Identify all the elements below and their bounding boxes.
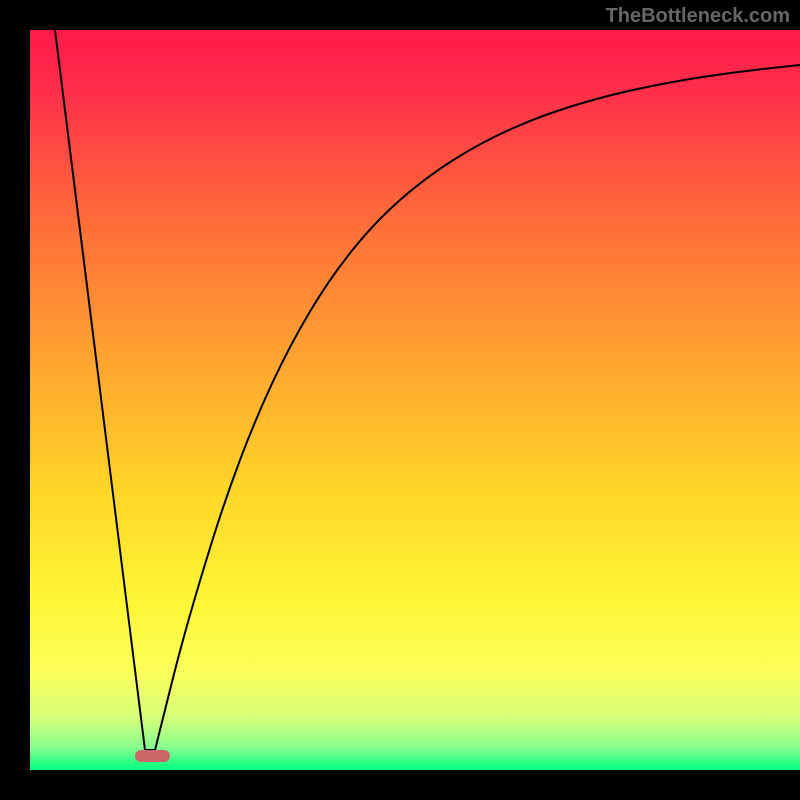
chart-area (30, 30, 800, 770)
bottleneck-curve (30, 30, 800, 770)
valley-marker (135, 750, 170, 762)
watermark-text: TheBottleneck.com (606, 5, 790, 28)
